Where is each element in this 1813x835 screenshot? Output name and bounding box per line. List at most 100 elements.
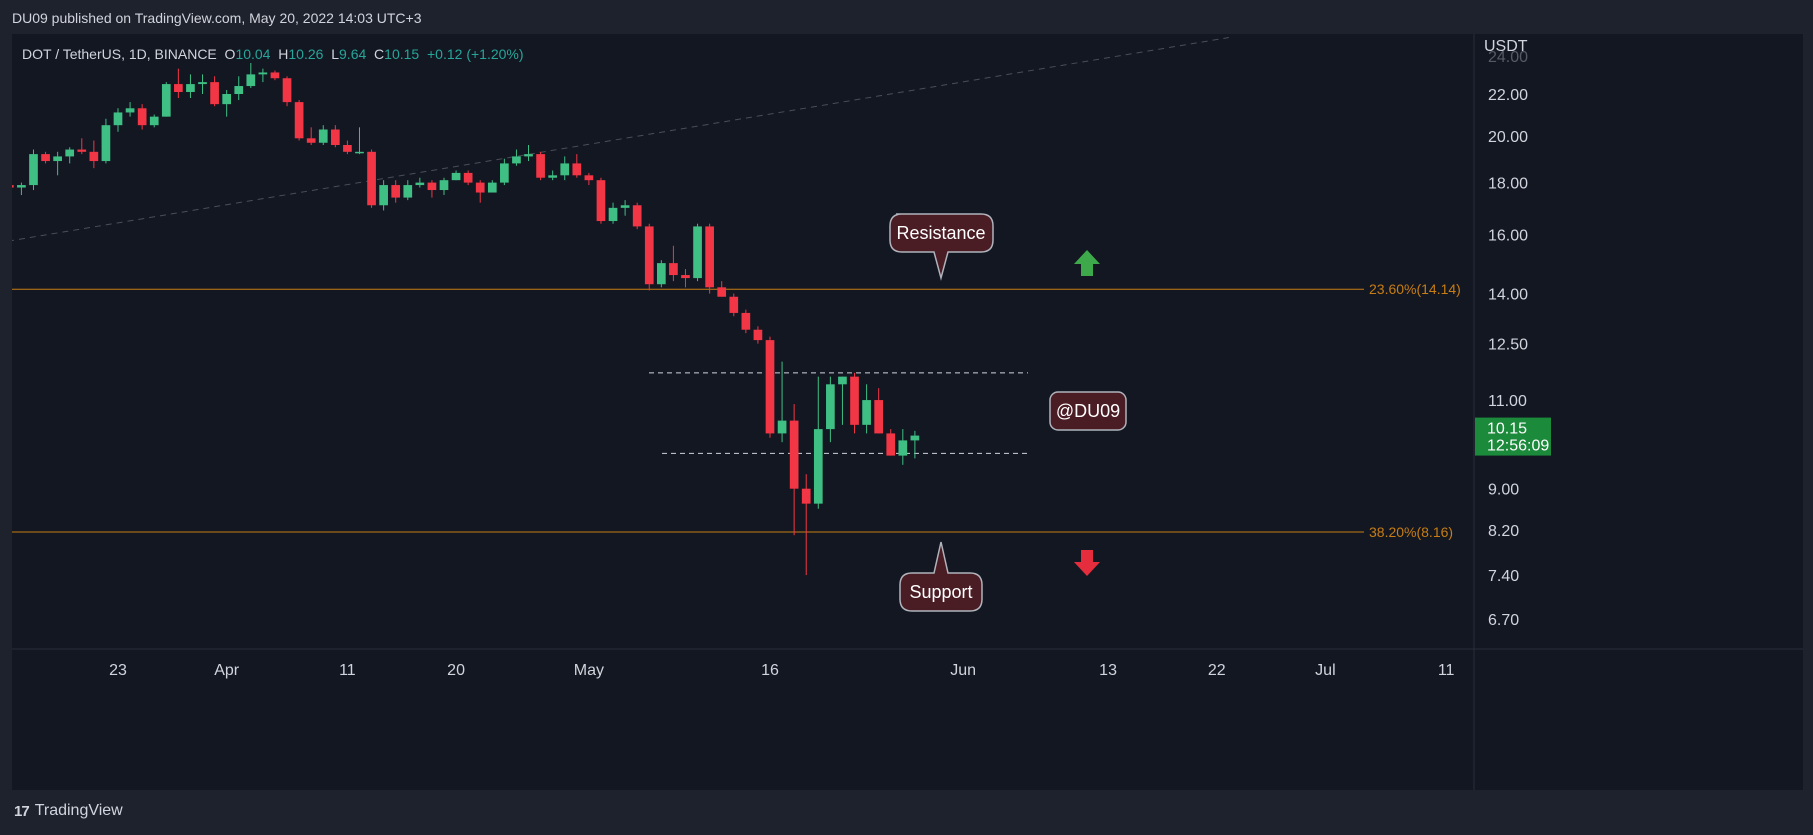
current-price-value: 10.15 (1487, 421, 1527, 438)
candle (234, 76, 244, 101)
candle (29, 149, 38, 191)
candle-body (41, 154, 50, 162)
candle-body (584, 175, 594, 181)
price-axis-tick: 9.00 (1488, 482, 1519, 499)
tradingview-brand[interactable]: TradingView (34, 802, 123, 819)
symbol-name[interactable]: DOT / TetherUS, 1D, BINANCE (22, 46, 217, 62)
candle (644, 223, 654, 291)
candle (101, 118, 111, 164)
time-axis-tick: 20 (447, 662, 465, 679)
price-axis-tick: 18.00 (1488, 176, 1528, 193)
candle (306, 127, 316, 146)
candle-body (246, 74, 256, 87)
candle-body (451, 172, 461, 181)
candle (753, 326, 763, 344)
candle-body (161, 84, 171, 117)
candle (681, 269, 690, 288)
candle (77, 138, 87, 155)
tradingview-logo-icon[interactable]: 17 (14, 802, 30, 820)
candle-body (898, 440, 908, 456)
time-axis-tick: Jun (950, 662, 976, 679)
candle (524, 145, 533, 162)
price-axis-tick: 11.00 (1488, 393, 1527, 410)
candle (12, 185, 14, 188)
price-axis-tick: 12.50 (1488, 337, 1528, 354)
candle (669, 245, 678, 282)
time-axis-tick: 11 (339, 662, 356, 679)
open-value: 10.04 (235, 46, 271, 62)
candle-countdown: 12:56:09 (1487, 438, 1549, 455)
candle-body (367, 151, 376, 206)
candle (451, 170, 461, 181)
candle (512, 149, 521, 166)
candle (838, 376, 847, 425)
candle (717, 281, 727, 297)
time-axis-tick: 13 (1099, 662, 1117, 679)
candle-body (862, 400, 871, 425)
candle (548, 170, 558, 181)
candle-body (777, 420, 787, 434)
candle-body (536, 154, 545, 178)
candle-body (572, 163, 582, 176)
candle-body (29, 154, 38, 186)
price-chart[interactable]: USDT 24.00 23.60%(14.14) 38.20%(8.16) 22.… (12, 34, 1803, 790)
support-callout (899, 541, 983, 612)
chart-panel[interactable]: USDT 24.00 23.60%(14.14) 38.20%(8.16) 22.… (12, 34, 1803, 790)
candle-body (874, 400, 884, 434)
candle-body (149, 116, 159, 126)
resistance-label: Resistance (896, 223, 985, 243)
trendline (12, 37, 1229, 242)
candle (367, 149, 376, 208)
candle (500, 158, 509, 186)
candle (379, 180, 388, 211)
candle-body (886, 433, 896, 456)
candle-body (596, 180, 606, 222)
candle (186, 74, 195, 99)
low-label: L (331, 46, 340, 62)
candle-body (850, 376, 859, 425)
current-price-tag (1475, 417, 1551, 456)
candle (125, 102, 135, 117)
candle (113, 108, 123, 132)
candle (355, 127, 364, 155)
arrow-up-icon (1074, 250, 1100, 276)
candle-body (174, 84, 183, 92)
candle-body (524, 154, 533, 157)
candle-body (125, 108, 135, 113)
candle-body (403, 185, 413, 198)
close-value: 10.15 (384, 46, 420, 62)
author-watermark: @DU09 (1056, 401, 1120, 421)
candle (487, 180, 497, 193)
candle-body (789, 420, 799, 489)
candle-body (198, 82, 207, 85)
candle-body (210, 82, 219, 105)
resistance-callout (889, 213, 994, 281)
candle-body (705, 226, 714, 288)
candle-body (294, 102, 304, 139)
candle (789, 404, 799, 536)
candle (415, 177, 425, 188)
candle (632, 202, 642, 230)
price-axis-tick: 8.20 (1488, 523, 1519, 540)
price-axis-tick: 20.00 (1488, 129, 1528, 146)
candle (210, 76, 219, 107)
low-value: 9.64 (339, 46, 367, 62)
candle (813, 376, 823, 509)
candle-body (306, 138, 316, 143)
time-axis-tick: 22 (1208, 662, 1226, 679)
candle-body (463, 172, 473, 183)
candle-body (53, 156, 62, 162)
candle-body (608, 207, 618, 222)
footer-branding: 17 TradingView (14, 802, 123, 820)
price-axis-tick: 16.00 (1488, 228, 1528, 245)
candle-body (681, 275, 690, 279)
candle (294, 100, 304, 141)
candle-body (258, 72, 268, 75)
candle-body (656, 263, 666, 285)
candle-body (318, 129, 328, 143)
fib-level-label: 23.60%(14.14) (1369, 281, 1461, 297)
candle (475, 180, 485, 203)
candle-body (101, 125, 111, 162)
candle-body (186, 84, 195, 92)
candle-body (475, 182, 485, 193)
